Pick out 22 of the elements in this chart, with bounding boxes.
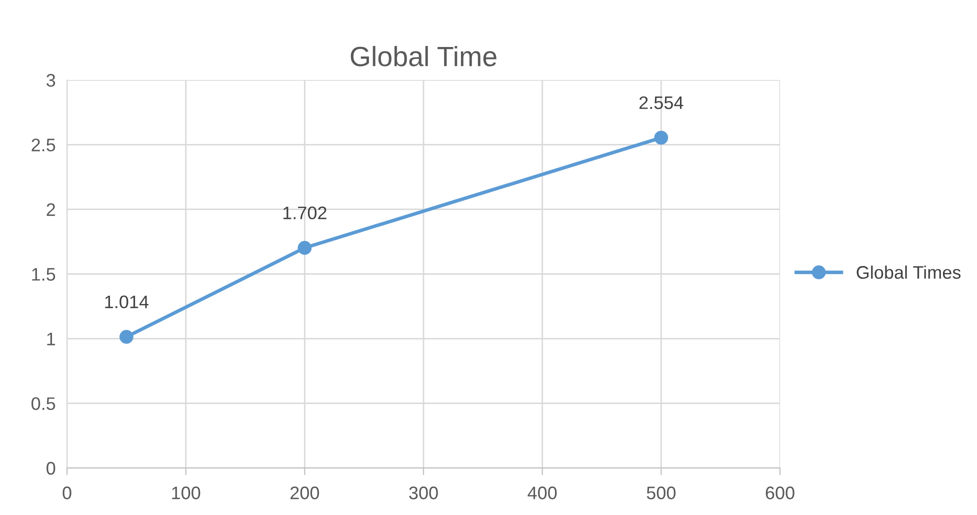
x-tick-label: 100 — [172, 486, 200, 500]
legend-label: Global Times — [856, 266, 961, 279]
point — [298, 240, 312, 255]
y-tick-label: 3 — [46, 74, 56, 87]
data-label: 2.554 — [639, 96, 684, 110]
x-tick-label: 0 — [62, 486, 72, 500]
y-tick-label: 0.5 — [31, 397, 56, 410]
x-tick-label: 500 — [646, 486, 676, 500]
y-tick-label: 1 — [47, 332, 56, 346]
y-tick-label: 0 — [46, 462, 56, 475]
point — [654, 130, 668, 145]
x-tick-label: 300 — [409, 486, 438, 500]
x-tick-label: 400 — [528, 486, 557, 500]
y-tick-label: 2 — [46, 203, 55, 216]
data-label: 1.014 — [105, 296, 148, 308]
point — [119, 330, 134, 344]
data-label: 1.702 — [283, 206, 326, 220]
y-tick-label: 2.5 — [32, 138, 56, 152]
chart-title: Global Time — [350, 46, 496, 66]
x-tick-label: 600 — [766, 486, 794, 500]
y-tick-label: 1.5 — [32, 268, 56, 281]
x-tick-label: 200 — [290, 486, 320, 500]
